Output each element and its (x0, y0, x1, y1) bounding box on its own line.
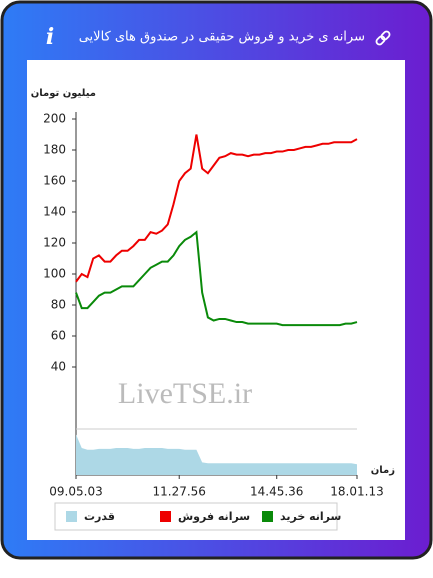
legend-label: سرانه فروش (178, 510, 250, 523)
y-tick-label: 100 (43, 267, 66, 281)
y-tick-label: 140 (43, 205, 66, 219)
legend-swatch (66, 511, 77, 522)
y-axis-label: میلیون تومان (31, 88, 96, 99)
y-tick-label: 200 (43, 112, 66, 126)
volume-area (76, 434, 357, 475)
y-tick-label: 60 (51, 329, 66, 343)
x-axis-label: زمان (371, 465, 395, 476)
legend-swatch (262, 511, 273, 522)
series-line (75, 230, 358, 327)
y-tick-label: 120 (43, 236, 66, 250)
legend-swatch (160, 511, 171, 522)
x-tick-label: 09.05.03 (49, 485, 102, 499)
legend-label: قدرت (84, 510, 115, 523)
x-tick-label: 18.01.13 (330, 485, 383, 499)
watermark: LiveTSE.ir (118, 377, 252, 410)
y-tick-label: 180 (43, 143, 66, 157)
y-tick-label: 80 (51, 298, 66, 312)
link-icon[interactable] (375, 30, 391, 46)
chart-title: سرانه ی خرید و فروش حقیقی در صندوق های ک… (79, 30, 365, 45)
x-tick-label: 14.45.36 (250, 485, 303, 499)
legend-label: سرانه خرید (280, 510, 341, 523)
legend-box (54, 502, 338, 531)
y-tick-label: 40 (51, 360, 66, 374)
info-icon[interactable]: i (46, 24, 54, 50)
series-line (75, 134, 358, 283)
x-tick-label: 11.27.56 (153, 485, 206, 499)
y-tick-label: 160 (43, 174, 66, 188)
